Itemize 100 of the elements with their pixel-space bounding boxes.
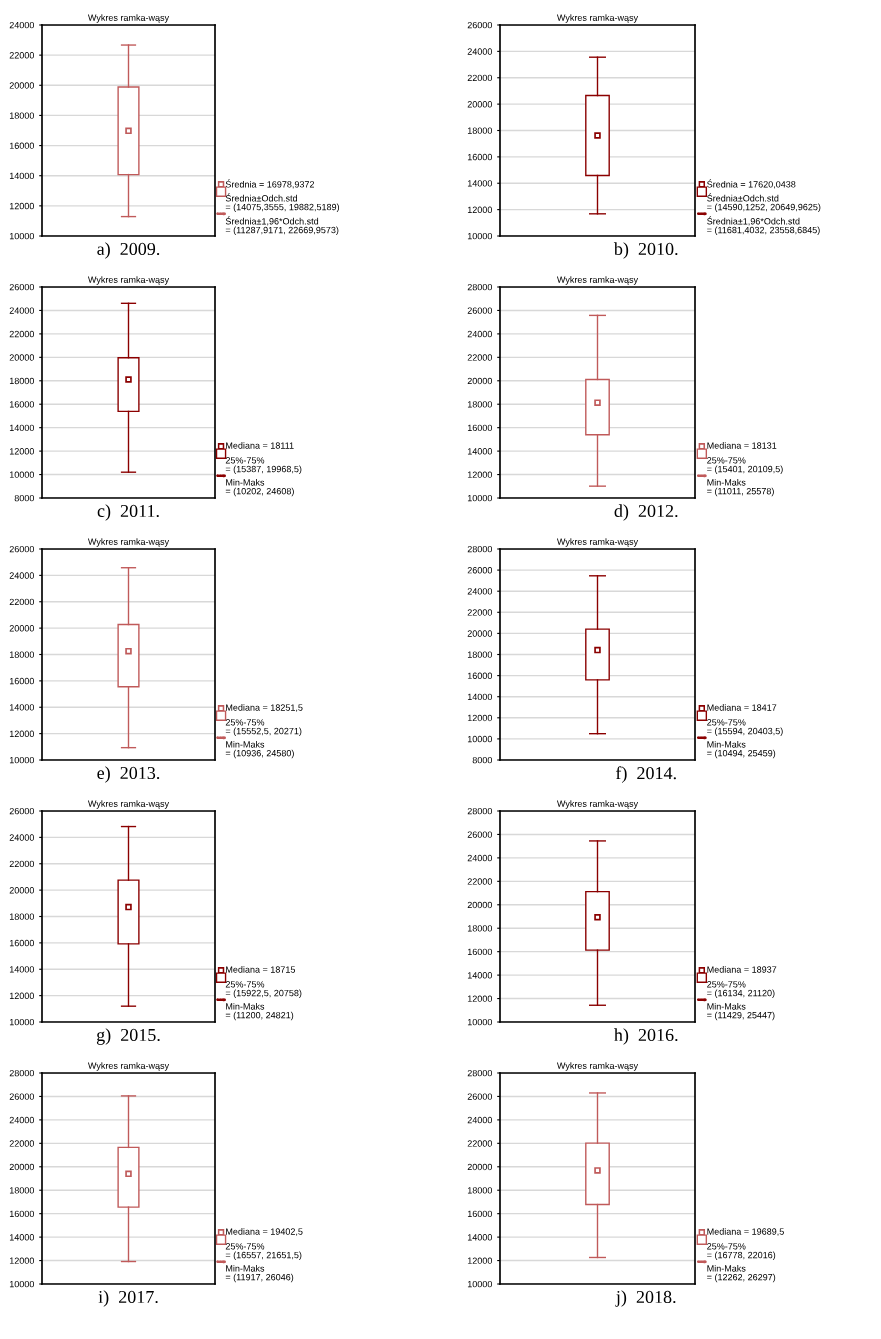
chart-title: Wykres ramka-wąsy xyxy=(556,276,639,285)
text: j) 2018. xyxy=(615,1290,676,1307)
y-tick-label: 24000 xyxy=(9,1116,35,1124)
text: 25%-75% = (15594, 20403,5) xyxy=(707,719,783,737)
y-tick-label: 18000 xyxy=(9,913,35,920)
y-tick-label: 24000 xyxy=(467,48,493,55)
y-tick-label: 14000 xyxy=(467,693,493,701)
text: Min-Maks = (10936, 24580) xyxy=(225,741,294,759)
text: Min-Maks = (10494, 25459) xyxy=(707,741,776,759)
y-tick-label: 22000 xyxy=(467,354,493,361)
text: Min-Maks = (11917, 26046) xyxy=(225,1265,294,1283)
y-tick-label: 18000 xyxy=(467,127,493,134)
y-tick-label: 16000 xyxy=(467,424,493,432)
y-tick-label: 14000 xyxy=(467,972,493,979)
y-tick-label: 12000 xyxy=(9,992,35,999)
y-tick-label: 18000 xyxy=(467,651,493,658)
text: b) 2010. xyxy=(613,242,678,259)
y-tick-label: 16000 xyxy=(9,939,35,947)
y-tick-label: 20000 xyxy=(467,630,493,637)
y-tick-label: 12000 xyxy=(9,1257,35,1264)
y-tick-label: 16000 xyxy=(9,1210,35,1218)
y-tick-label: 16000 xyxy=(467,153,493,161)
text: Min-Maks = (11200, 24821) xyxy=(225,1003,294,1021)
y-tick-label: 26000 xyxy=(9,807,35,815)
y-tick-label: 26000 xyxy=(467,1093,493,1100)
y-tick-label: 20000 xyxy=(467,901,493,909)
chart-title: Wykres ramka-wąsy xyxy=(87,800,170,809)
y-tick-label: 10000 xyxy=(9,471,35,478)
y-tick-label: 16000 xyxy=(9,401,35,408)
y-tick-label: 8000 xyxy=(14,494,35,502)
y-tick-label: 12000 xyxy=(467,1257,493,1264)
y-tick-label: 24000 xyxy=(467,1116,493,1124)
y-tick-label: 24000 xyxy=(9,21,35,29)
y-tick-label: 12000 xyxy=(9,448,35,455)
y-tick-label: 18000 xyxy=(9,377,35,385)
text: Mediana = 19689,5 xyxy=(707,1228,784,1236)
y-tick-label: 10000 xyxy=(9,1018,35,1026)
text: Średnia = 16978,9372 xyxy=(225,179,315,189)
chart-title: Wykres ramka-wąsy xyxy=(556,538,639,547)
y-tick-label: 20000 xyxy=(9,354,35,361)
y-tick-label: 24000 xyxy=(9,307,35,314)
y-tick-label: 12000 xyxy=(9,202,35,210)
text: Mediana = 18131 xyxy=(707,442,777,449)
text: Średnia±Odch.std = (14075,3555, 19882,5189) xyxy=(225,193,340,213)
y-tick-label: 22000 xyxy=(467,1140,493,1147)
chart-title: Wykres ramka-wąsy xyxy=(87,538,170,547)
text: 25%-75% = (15552,5, 20271) xyxy=(225,719,302,737)
y-tick-label: 12000 xyxy=(467,714,493,722)
text: Średnia±Odch.std = (14590,1252, 20649,9625) xyxy=(707,193,821,213)
text: Min-Maks = (11011, 25578) xyxy=(707,479,774,497)
chart-title: Wykres ramka-wąsy xyxy=(87,1062,170,1071)
y-tick-label: 18000 xyxy=(467,1187,493,1194)
y-tick-label: 26000 xyxy=(9,545,35,553)
y-tick-label: 22000 xyxy=(9,598,35,606)
y-tick-label: 16000 xyxy=(9,142,35,149)
y-tick-label: 20000 xyxy=(467,101,493,108)
y-tick-label: 20000 xyxy=(9,82,35,89)
text: 25%-75% = (16778, 22016) xyxy=(707,1243,776,1261)
y-tick-label: 24000 xyxy=(467,854,493,862)
y-tick-label: 10000 xyxy=(467,1018,493,1026)
y-tick-label: 16000 xyxy=(467,672,493,679)
text: Średnia = 17620,0438 xyxy=(707,179,796,189)
text: Mediana = 18937 xyxy=(707,966,777,973)
text: Min-Maks = (10202, 24608) xyxy=(225,479,294,497)
text: g) 2015. xyxy=(96,1028,160,1045)
text: d) 2012. xyxy=(614,504,678,521)
y-tick-label: 24000 xyxy=(467,588,493,595)
y-tick-label: 18000 xyxy=(9,651,35,658)
text: Mediana = 18715 xyxy=(226,966,296,973)
text: f) 2014. xyxy=(615,766,676,783)
text: c) 2011. xyxy=(97,504,159,521)
y-tick-label: 14000 xyxy=(9,704,35,711)
y-tick-label: 14000 xyxy=(9,172,35,180)
y-tick-label: 18000 xyxy=(467,925,493,932)
y-tick-label: 26000 xyxy=(467,567,493,574)
y-tick-label: 24000 xyxy=(9,572,35,579)
text: 25%-75% = (15387, 19968,5) xyxy=(225,457,302,475)
y-tick-label: 14000 xyxy=(9,1234,35,1241)
y-tick-label: 16000 xyxy=(467,948,493,956)
y-tick-label: 22000 xyxy=(9,860,35,868)
y-tick-label: 18000 xyxy=(467,401,493,408)
y-tick-label: 26000 xyxy=(9,283,35,291)
text: 25%-75% = (15401, 20109,5) xyxy=(707,457,783,475)
y-tick-label: 28000 xyxy=(9,1069,35,1077)
y-tick-label: 12000 xyxy=(467,471,493,478)
text: Mediana = 18111 xyxy=(226,442,294,449)
y-tick-label: 22000 xyxy=(467,609,493,616)
y-tick-label: 14000 xyxy=(467,448,493,455)
text: Średnia±1,96*Odch.std = (11681,4032, 23558,6845) xyxy=(707,216,820,235)
y-tick-label: 10000 xyxy=(9,232,35,240)
y-tick-label: 10000 xyxy=(467,735,493,743)
y-tick-label: 28000 xyxy=(467,807,493,815)
text: Min-Maks = (11429, 25447) xyxy=(707,1003,775,1021)
y-tick-label: 26000 xyxy=(467,307,493,314)
text: h) 2016. xyxy=(614,1028,678,1045)
y-tick-label: 24000 xyxy=(9,834,35,841)
y-tick-label: 28000 xyxy=(467,545,493,553)
y-tick-label: 12000 xyxy=(467,206,493,213)
y-tick-label: 22000 xyxy=(9,1140,35,1147)
y-tick-label: 8000 xyxy=(472,756,493,764)
